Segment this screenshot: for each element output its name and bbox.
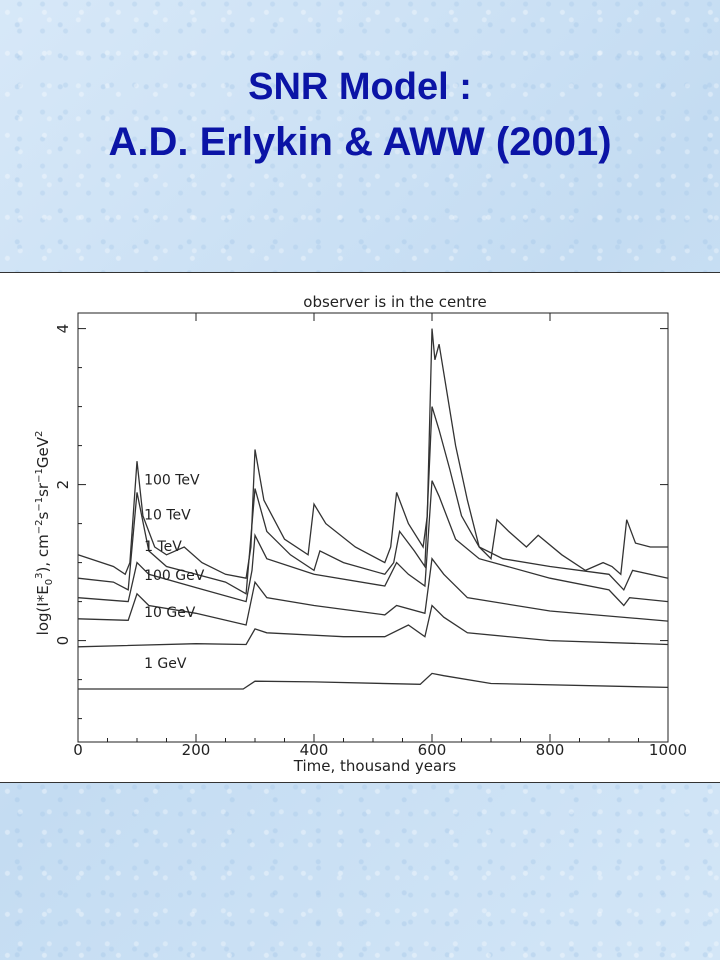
x-tick-label: 800	[536, 741, 565, 759]
series-line	[77, 557, 669, 626]
x-tick-label: 600	[418, 741, 447, 759]
series-line	[77, 328, 668, 579]
plot-frame	[77, 312, 669, 743]
series-label: 10 TeV	[144, 508, 191, 524]
y-tick-label: 0	[54, 636, 72, 646]
series-line	[77, 604, 669, 648]
series-label: 100 GeV	[144, 568, 205, 584]
series-line	[77, 480, 669, 607]
series-line	[77, 406, 669, 595]
x-tick-label: 0	[73, 741, 83, 759]
slide-title-line-2: A.D. Erlykin & AWW (2001)	[108, 120, 612, 164]
x-tick-label: 1000	[649, 741, 687, 759]
chart-title: observer is in the centre	[303, 293, 486, 311]
y-axis-label: log(I*E03), cm−2s−1sr−1GeV2	[34, 431, 55, 636]
chart-figure: observer is in the centre Time, thousand…	[0, 272, 720, 783]
series-label: 10 GeV	[144, 605, 196, 621]
y-tick-label: 2	[54, 480, 72, 490]
x-tick-label: 400	[300, 741, 329, 759]
series-label: 1 GeV	[144, 656, 187, 672]
series-line	[78, 672, 669, 690]
chart-svg: observer is in the centre Time, thousand…	[34, 293, 687, 775]
series-label: 1 TeV	[144, 539, 182, 555]
x-tick-label: 200	[182, 741, 211, 759]
y-tick-label: 4	[54, 324, 72, 334]
plot-area: 0 200 400 600 800 1000 0 2 4 100 TeV 10 TeV 1 TeV 10…	[54, 312, 687, 759]
series-label: 100 TeV	[144, 473, 200, 489]
slide-title-line-1: SNR Model :	[248, 66, 472, 108]
x-axis-label: Time, thousand years	[293, 757, 457, 775]
